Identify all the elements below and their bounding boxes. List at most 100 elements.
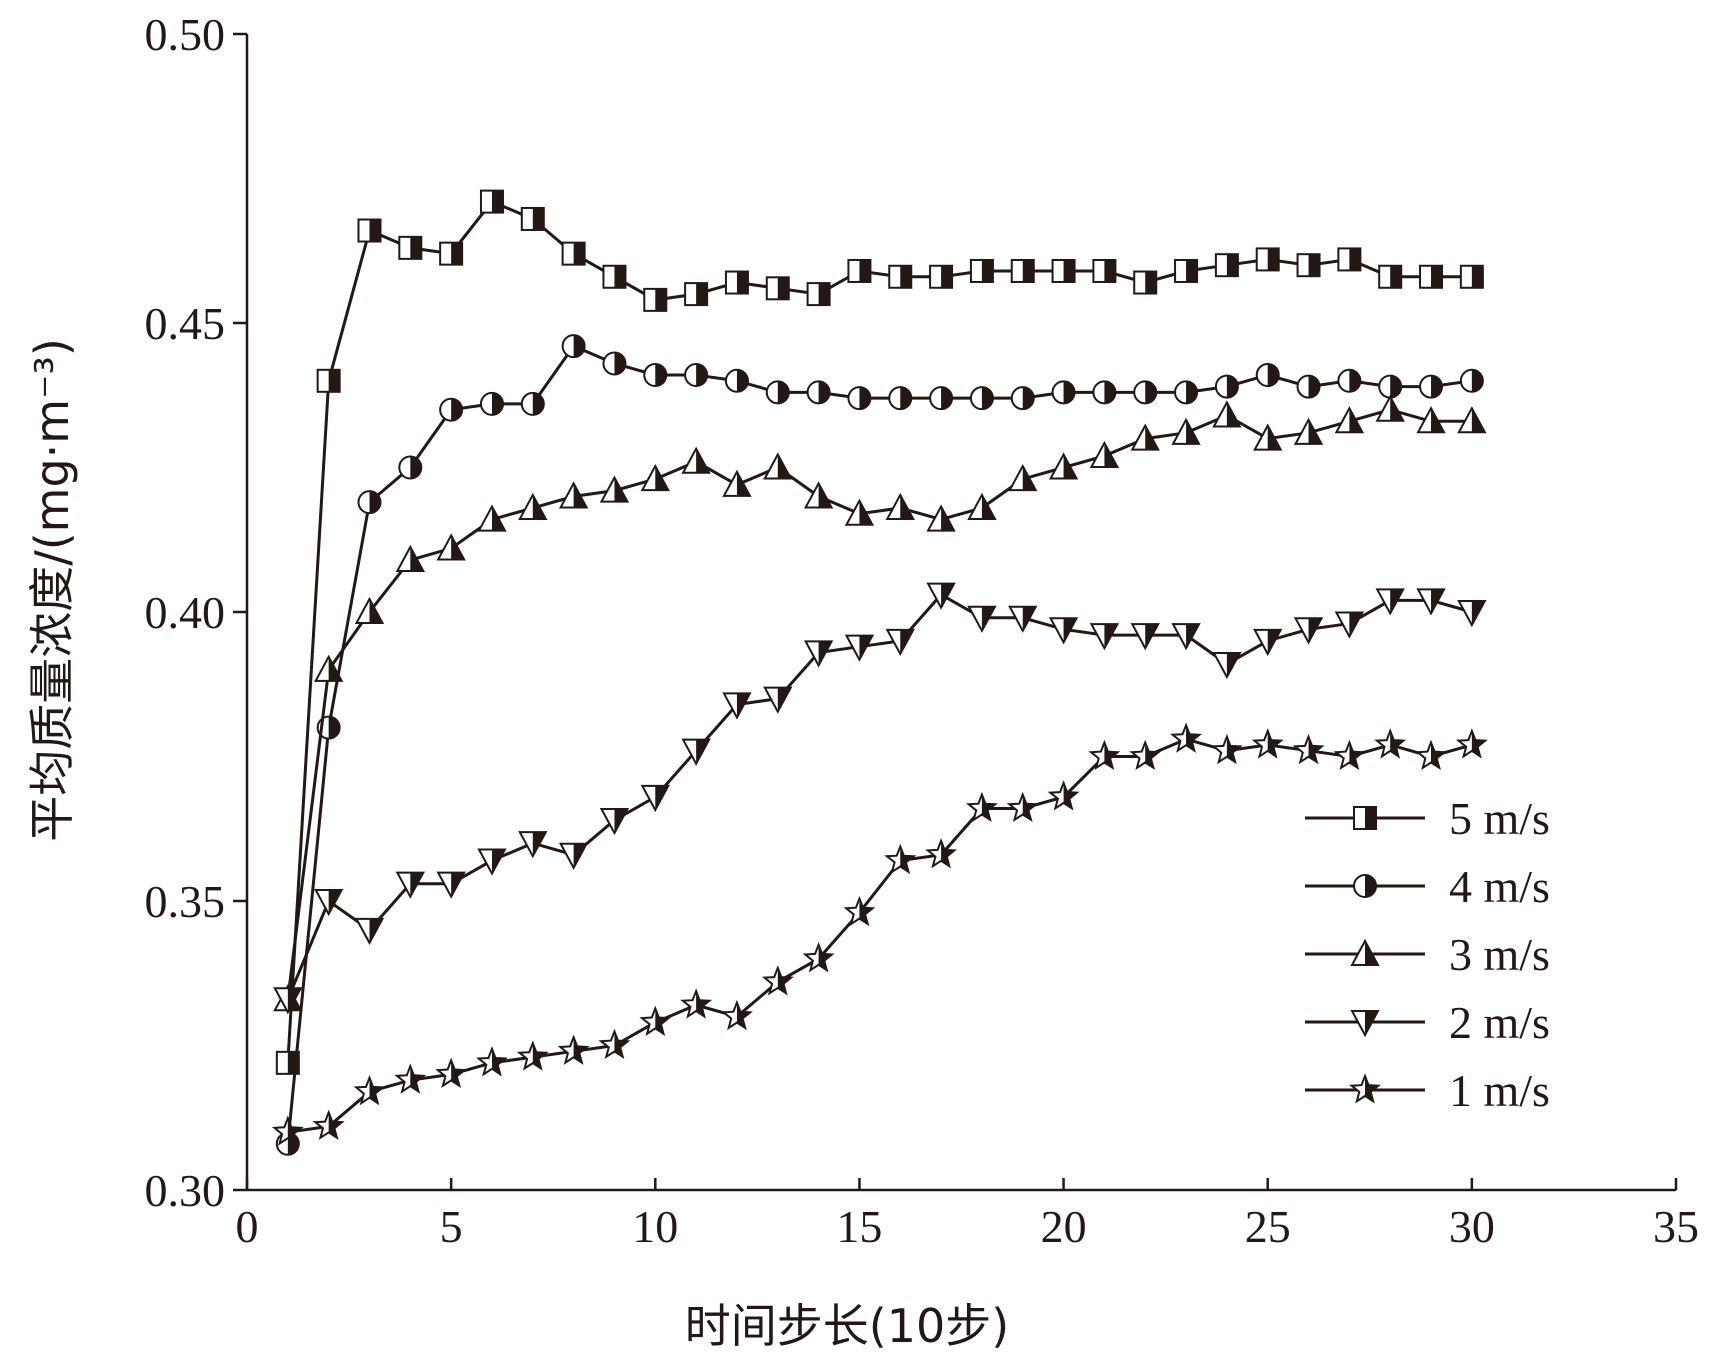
marker-half-fill — [1365, 875, 1376, 897]
data-point — [435, 1057, 468, 1088]
data-point — [724, 270, 749, 295]
data-point — [1296, 253, 1321, 278]
data-point — [271, 1115, 304, 1146]
marker-half-fill — [451, 242, 463, 265]
marker-half-fill — [655, 288, 667, 311]
x-tick-label: 0 — [236, 1201, 259, 1252]
marker-half-fill — [928, 841, 955, 866]
data-point — [926, 582, 956, 610]
data-point — [1293, 417, 1324, 445]
marker-half-fill — [1390, 589, 1404, 614]
marker-half-fill — [1308, 419, 1322, 444]
marker-half-fill — [1295, 737, 1322, 762]
data-point — [929, 386, 954, 411]
marker-half-fill — [1365, 807, 1376, 829]
data-point — [802, 942, 835, 973]
legend-item: 3 m/s — [1305, 929, 1550, 980]
marker-half-fill — [655, 364, 667, 387]
data-point — [965, 791, 998, 823]
marker-half-fill — [491, 392, 503, 415]
data-point — [477, 848, 507, 876]
marker-half-fill — [1431, 589, 1445, 614]
data-point — [599, 475, 630, 503]
data-point — [763, 686, 793, 714]
legend-label: 2 m/s — [1449, 997, 1550, 1048]
marker-half-fill — [410, 236, 422, 259]
marker-half-fill — [1145, 381, 1157, 404]
marker-half-fill — [1063, 618, 1077, 643]
marker-half-fill — [614, 809, 628, 834]
series-line — [286, 592, 1473, 1000]
marker-half-fill — [614, 477, 628, 502]
data-point — [518, 492, 548, 521]
marker-half-fill — [777, 381, 789, 404]
marker-half-fill — [410, 546, 424, 572]
marker-half-fill — [1022, 466, 1036, 491]
legend-item: 2 m/s — [1305, 997, 1550, 1048]
data-point — [1253, 628, 1283, 657]
data-point — [602, 264, 627, 289]
marker-half-fill — [1267, 364, 1279, 387]
marker-half-fill — [532, 832, 546, 857]
data-point — [520, 206, 545, 231]
legend-marker — [1353, 806, 1377, 830]
marker-half-fill — [1365, 1010, 1378, 1035]
marker-half-fill — [941, 387, 953, 410]
data-point — [357, 490, 382, 515]
data-point — [1459, 264, 1484, 289]
series-line — [286, 408, 1472, 1000]
data-point — [436, 871, 466, 899]
data-point — [929, 264, 954, 289]
marker-half-fill — [532, 392, 544, 415]
data-point — [806, 380, 831, 405]
marker-half-fill — [696, 739, 710, 764]
x-tick-label: 15 — [836, 1201, 882, 1252]
data-point — [724, 368, 749, 393]
data-point — [1296, 374, 1321, 399]
marker-half-fill — [1349, 612, 1363, 637]
marker-half-fill — [1104, 624, 1118, 649]
data-point — [1375, 588, 1405, 616]
x-tick-label: 25 — [1245, 1201, 1291, 1252]
data-point — [1255, 247, 1280, 272]
data-point — [1334, 611, 1365, 639]
data-point — [1378, 264, 1403, 289]
marker-half-fill — [328, 369, 340, 392]
data-point — [1051, 380, 1076, 405]
x-tick-label: 5 — [440, 1201, 463, 1252]
marker-half-fill — [1254, 731, 1281, 756]
marker-half-fill — [736, 271, 748, 294]
data-point — [844, 498, 875, 526]
marker-half-fill — [1349, 408, 1363, 433]
marker-half-fill — [1352, 1076, 1379, 1101]
data-point — [1419, 264, 1444, 289]
marker-half-fill — [696, 364, 708, 387]
x-tick-label: 30 — [1449, 1201, 1495, 1252]
marker-half-fill — [573, 483, 587, 508]
data-point — [398, 235, 423, 260]
marker-half-fill — [1431, 265, 1443, 288]
legend: 5 m/s 4 m/s 3 m/s 2 m/s 1 m/s — [1305, 793, 1550, 1116]
data-point — [1170, 722, 1203, 753]
data-point — [1457, 599, 1487, 628]
marker-half-fill — [451, 872, 465, 897]
marker-half-fill — [887, 847, 914, 872]
marker-half-fill — [1459, 731, 1486, 756]
x-tick-label: 20 — [1041, 1201, 1087, 1252]
data-point — [967, 492, 997, 521]
data-point — [765, 380, 790, 405]
data-point — [1130, 623, 1160, 651]
marker-half-fill — [451, 535, 465, 560]
data-point — [1337, 247, 1362, 272]
marker-half-fill — [941, 265, 953, 288]
marker-half-fill — [287, 1051, 299, 1074]
marker-half-fill — [941, 506, 955, 531]
series-layer — [271, 189, 1488, 1156]
marker-half-fill — [560, 1037, 587, 1062]
data-point — [1457, 406, 1487, 434]
legend-label: 3 m/s — [1449, 929, 1550, 980]
marker-half-fill — [369, 599, 383, 624]
marker-half-fill — [765, 968, 792, 993]
